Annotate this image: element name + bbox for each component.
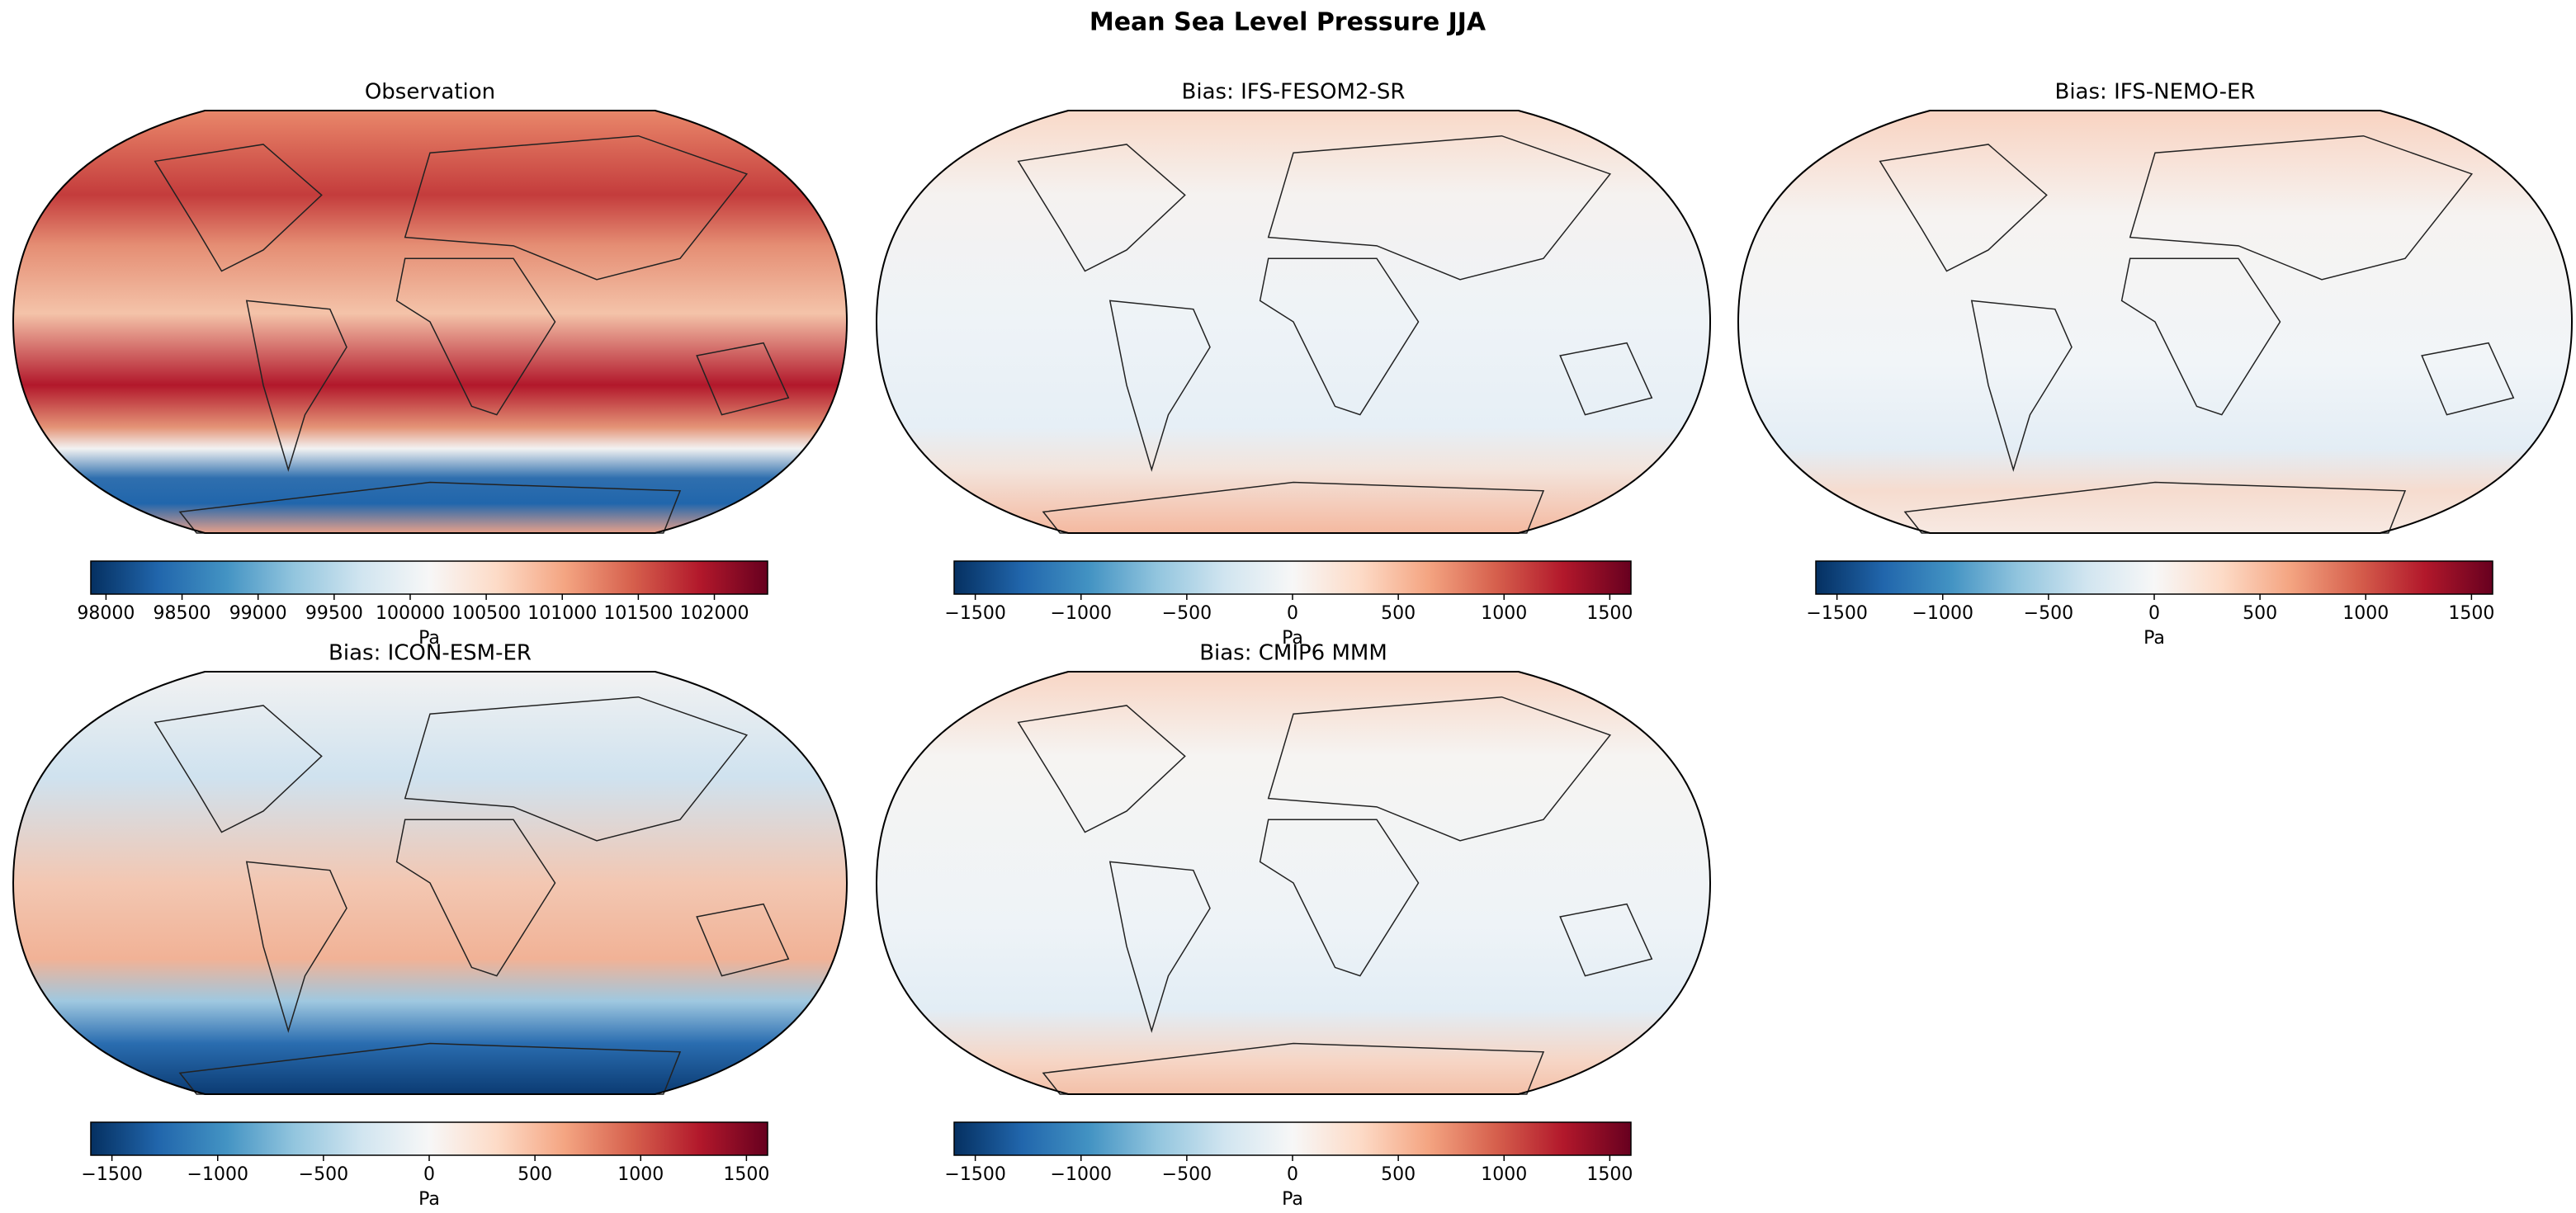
coastline bbox=[696, 342, 790, 416]
colorbar-tick-label: −1500 bbox=[81, 1164, 142, 1185]
colorbar-tick-label: −1500 bbox=[944, 603, 1005, 624]
colorbar-tick-label: −1000 bbox=[1051, 603, 1112, 624]
colorbar-tick-label: 1000 bbox=[1481, 1164, 1527, 1185]
coastline bbox=[1017, 144, 1186, 272]
coastline bbox=[1108, 861, 1211, 1033]
colorbar-tick-label: 1500 bbox=[2448, 603, 2494, 624]
panel-title: Bias: IFS-FESOM2-SR bbox=[1182, 80, 1406, 105]
coastline bbox=[1259, 819, 1420, 977]
colorbar-tick-label: 1000 bbox=[617, 1164, 664, 1185]
coastline bbox=[1259, 257, 1420, 416]
map-outline bbox=[1737, 110, 2574, 534]
colorbar bbox=[953, 1121, 1632, 1156]
colorbar-tick-label: 500 bbox=[1381, 1164, 1416, 1185]
colorbar-tick-label: 100500 bbox=[451, 603, 521, 624]
panel: Bias: CMIP6 MMM −1500 −1000 −500 0 500 1000 150… bbox=[875, 641, 1712, 1210]
colorbar-tick-label: −1000 bbox=[1912, 603, 1973, 624]
colorbar-tick-label: 101000 bbox=[527, 603, 597, 624]
coastline bbox=[1267, 696, 1612, 842]
colorbar-label: Pa bbox=[1282, 1189, 1303, 1210]
colorbar bbox=[90, 560, 768, 595]
coastline bbox=[696, 903, 790, 977]
colorbar-tick-label: 500 bbox=[1381, 603, 1416, 624]
coastline bbox=[1108, 300, 1211, 472]
panel: Bias: IFS-FESOM2-SR −1500 −1000 −500 0 500 100… bbox=[875, 80, 1712, 649]
colorbar-tick-label: 1000 bbox=[1481, 603, 1527, 624]
panel: Bias: IFS-NEMO-ER −1500 −1000 −500 0 500 1000 1… bbox=[1737, 80, 2574, 649]
colorbar-tick-label: 98500 bbox=[154, 603, 211, 624]
coastline bbox=[1017, 705, 1186, 833]
figure-title: Mean Sea Level Pressure JJA bbox=[1089, 8, 1487, 37]
colorbar-tick-label: 1500 bbox=[1586, 1164, 1633, 1185]
panel-title: Bias: IFS-NEMO-ER bbox=[2055, 80, 2256, 105]
colorbar-tick-label: −1500 bbox=[1806, 603, 1867, 624]
colorbar-tick-label: 500 bbox=[2243, 603, 2277, 624]
coastline bbox=[1559, 903, 1653, 977]
map-outline bbox=[12, 671, 848, 1095]
coastline bbox=[1559, 342, 1653, 416]
map-outline bbox=[875, 110, 1712, 534]
coastline bbox=[154, 705, 323, 833]
colorbar-tick-label: 0 bbox=[1287, 1164, 1298, 1185]
colorbar-tick-label: −1500 bbox=[944, 1164, 1005, 1185]
coastline bbox=[1267, 135, 1612, 281]
colorbar-label: Pa bbox=[418, 1189, 440, 1210]
colorbar-tick-label: 0 bbox=[423, 1164, 435, 1185]
colorbar-tick-label: 0 bbox=[1287, 603, 1298, 624]
colorbar-tick-label: 100000 bbox=[376, 603, 445, 624]
colorbar-tick-label: −1000 bbox=[1051, 1164, 1112, 1185]
colorbar-tick-label: 99000 bbox=[229, 603, 287, 624]
colorbar-tick-label: −500 bbox=[299, 1164, 348, 1185]
coastline bbox=[245, 861, 347, 1033]
panel: Observation 98000 98500 99000 99500 100000 100… bbox=[12, 80, 848, 649]
coastline bbox=[395, 819, 556, 977]
colorbar-tick-label: −500 bbox=[2024, 603, 2073, 624]
colorbar-tick-label: 0 bbox=[2148, 603, 2160, 624]
colorbar-label: Pa bbox=[418, 628, 440, 649]
colorbar-tick-label: 102000 bbox=[680, 603, 749, 624]
colorbar-tick-label: 99500 bbox=[305, 603, 363, 624]
coastline bbox=[404, 135, 749, 281]
colorbar-tick-label: 1500 bbox=[723, 1164, 769, 1185]
colorbar-tick-label: −500 bbox=[1162, 1164, 1212, 1185]
map-outline bbox=[875, 671, 1712, 1095]
colorbar-tick-label: 1000 bbox=[2342, 603, 2389, 624]
coastline bbox=[154, 144, 323, 272]
colorbar-tick-label: 500 bbox=[518, 1164, 552, 1185]
colorbar bbox=[953, 560, 1632, 595]
coastline bbox=[1970, 300, 2073, 472]
colorbar bbox=[90, 1121, 768, 1156]
colorbar-tick-label: 98000 bbox=[77, 603, 135, 624]
colorbar-tick-label: 1500 bbox=[1586, 603, 1633, 624]
colorbar-tick-label: −1000 bbox=[187, 1164, 248, 1185]
colorbar-tick-label: −500 bbox=[1162, 603, 1212, 624]
colorbar bbox=[1815, 560, 2493, 595]
panel: Bias: ICON-ESM-ER −1500 −1000 −500 0 500 1000 1… bbox=[12, 641, 848, 1210]
colorbar-label: Pa bbox=[2144, 628, 2165, 649]
coastline bbox=[1879, 144, 2048, 272]
coastline bbox=[404, 696, 749, 842]
panel-title: Bias: ICON-ESM-ER bbox=[328, 641, 532, 666]
map-outline bbox=[12, 110, 848, 534]
panel-title: Observation bbox=[365, 80, 495, 105]
coastline bbox=[245, 300, 347, 472]
panel-title: Bias: CMIP6 MMM bbox=[1199, 641, 1387, 666]
coastline bbox=[2129, 135, 2474, 281]
colorbar-tick-label: 101500 bbox=[603, 603, 673, 624]
colorbar-label: Pa bbox=[1282, 628, 1303, 649]
coastline bbox=[2120, 257, 2281, 416]
coastline bbox=[395, 257, 556, 416]
coastline bbox=[2421, 342, 2515, 416]
